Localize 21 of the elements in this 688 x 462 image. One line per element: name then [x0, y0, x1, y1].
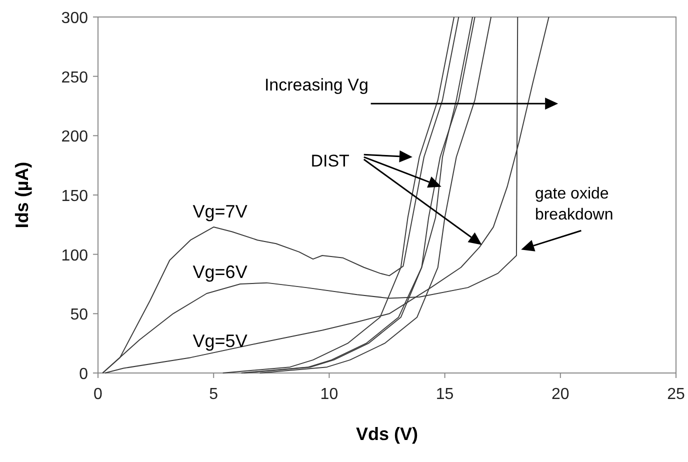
annotation: Increasing Vg	[264, 76, 368, 95]
y-tick-label: 150	[61, 188, 88, 205]
series-label: Vg=5V	[192, 330, 248, 351]
x-tick-label: 15	[436, 386, 454, 403]
y-tick-label: 0	[79, 366, 88, 383]
y-axis-title: Ids (µA)	[12, 162, 32, 228]
x-tick-label: 0	[94, 386, 103, 403]
y-tick-label: 250	[61, 69, 88, 86]
y-tick-label: 100	[61, 247, 88, 264]
x-tick-label: 20	[552, 386, 570, 403]
annotation: gate oxide breakdown	[534, 186, 614, 224]
y-tick-label: 300	[61, 10, 88, 27]
y-tick-label: 200	[61, 128, 88, 146]
series-label: Vg=6V	[192, 262, 248, 282]
x-axis-title: Vds (V)	[356, 424, 418, 444]
annotation: DIST	[310, 152, 350, 171]
x-tick-label: 25	[667, 386, 685, 403]
x-tick-label: 5	[209, 386, 218, 403]
series-label: Vg=7V	[192, 202, 248, 222]
x-tick-label: 10	[320, 386, 338, 403]
y-tick-label: 50	[70, 306, 88, 324]
